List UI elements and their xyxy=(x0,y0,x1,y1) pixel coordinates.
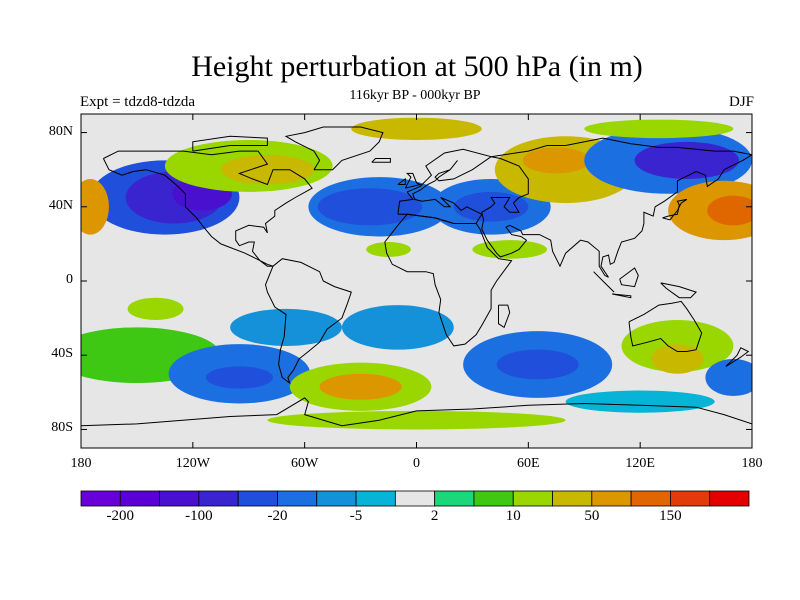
lat-tick-label: 40N xyxy=(48,197,73,213)
anomaly-region xyxy=(651,344,704,374)
coastline xyxy=(384,213,513,347)
colorbar-label: 10 xyxy=(505,508,521,524)
anomaly-region xyxy=(472,240,547,259)
coastline xyxy=(660,282,698,299)
anomaly-region xyxy=(584,119,734,139)
anomaly-region xyxy=(267,410,566,430)
colorbar-label: -200 xyxy=(106,508,135,524)
colorbar-box xyxy=(198,490,239,507)
anomaly-region xyxy=(341,305,454,350)
lon-tick-label: 60E xyxy=(517,456,540,471)
lat-tick-label: 0 xyxy=(66,272,73,287)
coastline xyxy=(404,172,422,189)
coastline xyxy=(397,177,406,185)
anomaly-region xyxy=(317,188,423,226)
coastline xyxy=(662,198,688,221)
colorbar-box xyxy=(355,490,396,507)
colorbar-box xyxy=(80,490,121,507)
anomaly-region xyxy=(81,178,109,235)
colorbar-box xyxy=(670,490,711,507)
anomaly-region xyxy=(319,373,402,400)
anomaly-region xyxy=(127,297,184,320)
coastline xyxy=(397,148,493,224)
anomaly-region xyxy=(205,366,273,389)
anomaly-region xyxy=(705,358,752,397)
coastline xyxy=(612,293,632,299)
chart-title: Height perturbation at 500 hPa (in m) xyxy=(191,50,643,83)
coastline xyxy=(725,347,750,367)
anomaly-region xyxy=(230,308,342,346)
coastline xyxy=(371,158,391,163)
experiment-label: Expt = tdzd8-tdzda xyxy=(80,94,196,110)
coastline xyxy=(102,150,313,267)
chart-subtitle: 116kyr BP - 000kyr BP xyxy=(349,88,481,103)
coastline xyxy=(192,135,268,152)
colorbar-box xyxy=(709,490,750,507)
anomaly-region xyxy=(366,242,411,257)
anomaly-region xyxy=(496,349,579,380)
colorbar-label: 150 xyxy=(659,508,682,524)
colorbar-box xyxy=(552,490,593,507)
coastline xyxy=(81,397,752,427)
colorbar-box xyxy=(434,490,475,507)
colorbar-box xyxy=(159,490,200,507)
season-label: DJF xyxy=(728,94,754,110)
colorbar-label: -5 xyxy=(349,508,363,524)
lon-tick-label: 60W xyxy=(291,456,319,471)
coastline xyxy=(498,304,511,329)
lat-tick-label: 80S xyxy=(51,420,73,436)
coastline xyxy=(593,271,615,293)
colorbar-box xyxy=(473,490,514,507)
anomaly-region xyxy=(565,390,715,413)
lat-tick-label: 80N xyxy=(48,123,73,139)
colorbar-box xyxy=(630,490,671,507)
lat-tick-label: 40S xyxy=(51,346,73,362)
lon-tick-label: 120E xyxy=(625,456,655,471)
anomaly-region xyxy=(522,147,590,174)
anomaly-region xyxy=(220,154,314,185)
colorbar-box xyxy=(119,490,160,507)
colorbar-box xyxy=(394,490,436,507)
coastline xyxy=(628,300,703,352)
colorbar-box xyxy=(277,490,318,507)
coastline xyxy=(284,126,384,171)
colorbar-label: -100 xyxy=(185,508,213,524)
colorbar-box xyxy=(237,490,278,507)
colorbar-label: 50 xyxy=(584,508,600,524)
coastlines xyxy=(81,126,752,427)
colorbar-box xyxy=(591,490,632,507)
anomaly-region xyxy=(351,117,482,140)
colorbar-box xyxy=(316,490,357,507)
colorbar-box xyxy=(512,490,553,507)
anomaly-region xyxy=(707,195,752,226)
lon-tick-label: 180 xyxy=(70,456,92,471)
colorbar-label: 2 xyxy=(430,508,439,524)
coastline xyxy=(619,267,639,288)
lon-tick-label: 120W xyxy=(175,456,210,471)
coastline xyxy=(481,137,752,278)
colorbar-label: -20 xyxy=(267,508,288,524)
coastline xyxy=(264,258,352,385)
anomaly-region xyxy=(634,141,739,179)
lon-tick-label: 0 xyxy=(413,456,420,471)
lon-tick-label: 180 xyxy=(741,456,763,471)
